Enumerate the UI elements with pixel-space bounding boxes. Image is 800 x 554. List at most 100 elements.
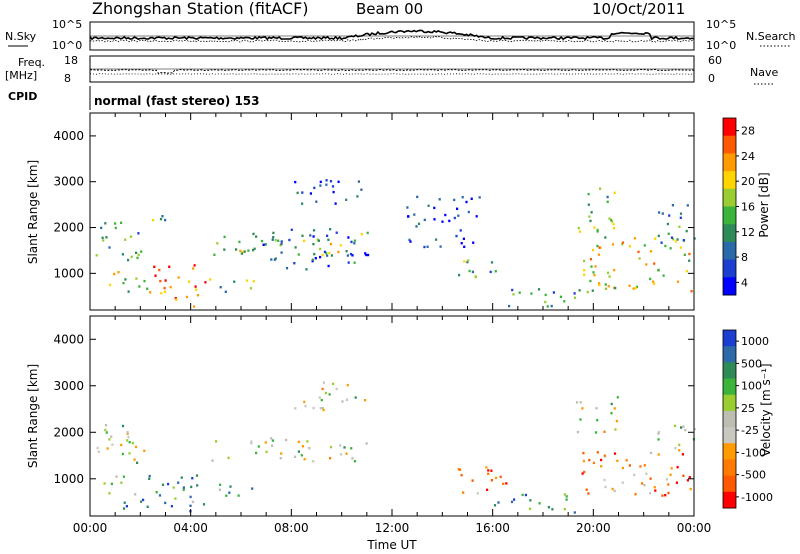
power-colorbar-tick-label: 8	[741, 251, 748, 264]
power-cell	[686, 204, 689, 207]
power-cell	[512, 293, 515, 296]
power-cell	[530, 292, 533, 295]
velocity-cell	[191, 500, 195, 504]
velocity-cell	[301, 445, 304, 448]
velocity-colorbar-tick-label: 1000	[741, 335, 769, 348]
power-cell	[146, 287, 149, 290]
power-cell	[277, 239, 280, 242]
velocity-cell	[225, 494, 228, 497]
power-cell	[633, 237, 636, 240]
power-colorbar-tick-label: 16	[741, 201, 755, 214]
power-cell	[314, 257, 317, 260]
velocity-cell	[96, 446, 99, 450]
velocity-cell	[621, 481, 624, 484]
power-colorbar-swatch	[723, 188, 736, 207]
power-cell	[213, 253, 216, 256]
power-cell	[439, 245, 442, 248]
velocity-cell	[603, 430, 606, 433]
power-cell	[674, 240, 677, 243]
velocity-cell	[237, 494, 240, 497]
velocity-ytick-label: 2000	[53, 425, 84, 439]
velocity-cell	[339, 453, 343, 456]
power-cell	[271, 238, 274, 241]
velocity-cell	[123, 501, 126, 504]
velocity-cell	[581, 472, 584, 475]
velocity-cell	[528, 507, 532, 510]
power-cell	[448, 219, 451, 223]
velocity-cell	[108, 438, 111, 441]
power-colorbar: 28 24 20 16 12 8 4	[722, 117, 755, 296]
velocity-yaxis-ticks: 4000 3000 2000 1000	[53, 332, 694, 486]
velocity-cell	[485, 466, 488, 469]
power-cell	[102, 239, 105, 242]
power-cell	[614, 286, 617, 290]
velocity-cell	[667, 491, 670, 495]
power-cell	[327, 264, 330, 268]
velocity-cell	[490, 479, 493, 482]
velocity-cell	[131, 441, 134, 445]
power-cell	[223, 248, 226, 251]
power-colorbar-swatch	[723, 135, 736, 154]
velocity-cell	[603, 478, 606, 482]
velocity-cell	[521, 493, 524, 497]
velocity-cell	[174, 497, 177, 500]
nsky-left-tick-bottom: 10^0	[52, 39, 82, 52]
power-cell	[563, 300, 566, 303]
power-cell	[337, 250, 340, 254]
velocity-cell	[600, 458, 603, 462]
power-cell	[127, 258, 130, 262]
velocity-cell	[462, 491, 465, 494]
velocity-cell	[128, 452, 131, 455]
power-cell	[204, 281, 207, 284]
power-cell	[288, 238, 291, 242]
velocity-cell	[667, 483, 670, 486]
power-cell	[335, 231, 338, 234]
velocity-cell	[524, 493, 527, 497]
power-cell	[247, 249, 250, 252]
power-cell	[511, 288, 514, 292]
power-cell	[578, 289, 581, 292]
velocity-cell	[582, 459, 586, 463]
velocity-ylabel: Slant Range [km]	[26, 364, 40, 468]
velocity-cell	[615, 419, 618, 423]
velocity-cell	[689, 487, 692, 491]
velocity-cell	[126, 439, 129, 442]
power-cell	[461, 196, 464, 199]
velocity-cell	[148, 477, 151, 480]
power-cell	[598, 282, 601, 285]
power-cell	[255, 235, 258, 238]
velocity-cell	[649, 451, 653, 455]
velocity-cell	[604, 485, 607, 489]
power-cell	[120, 221, 123, 224]
power-cell	[319, 247, 322, 251]
velocity-cell	[490, 469, 493, 472]
power-cell	[367, 253, 370, 257]
velocity-cell	[308, 447, 311, 450]
velocity-cell	[493, 504, 497, 507]
velocity-cell	[270, 437, 273, 440]
velocity-ytick-label: 1000	[53, 472, 84, 486]
velocity-cell	[510, 500, 514, 504]
velocity-cell	[643, 484, 646, 487]
velocity-cell	[596, 419, 599, 422]
velocity-cell	[350, 447, 353, 450]
velocity-cell	[250, 442, 253, 445]
velocity-cell	[257, 445, 260, 448]
power-cell	[122, 281, 125, 285]
velocity-cell	[487, 469, 490, 472]
nsearch-right-label: N.Search	[746, 30, 796, 43]
power-cell	[423, 245, 426, 249]
power-cell	[143, 279, 146, 283]
power-cell	[433, 206, 436, 210]
velocity-cell	[121, 452, 124, 456]
power-cell	[621, 243, 624, 246]
power-colorbar-tick-label: 4	[741, 276, 748, 289]
velocity-cell	[189, 495, 192, 499]
power-cell	[577, 226, 580, 230]
velocity-cell	[294, 455, 297, 458]
power-cell	[285, 267, 289, 270]
velocity-cell	[499, 475, 502, 479]
velocity-cell	[106, 447, 109, 450]
power-cell	[325, 183, 328, 186]
